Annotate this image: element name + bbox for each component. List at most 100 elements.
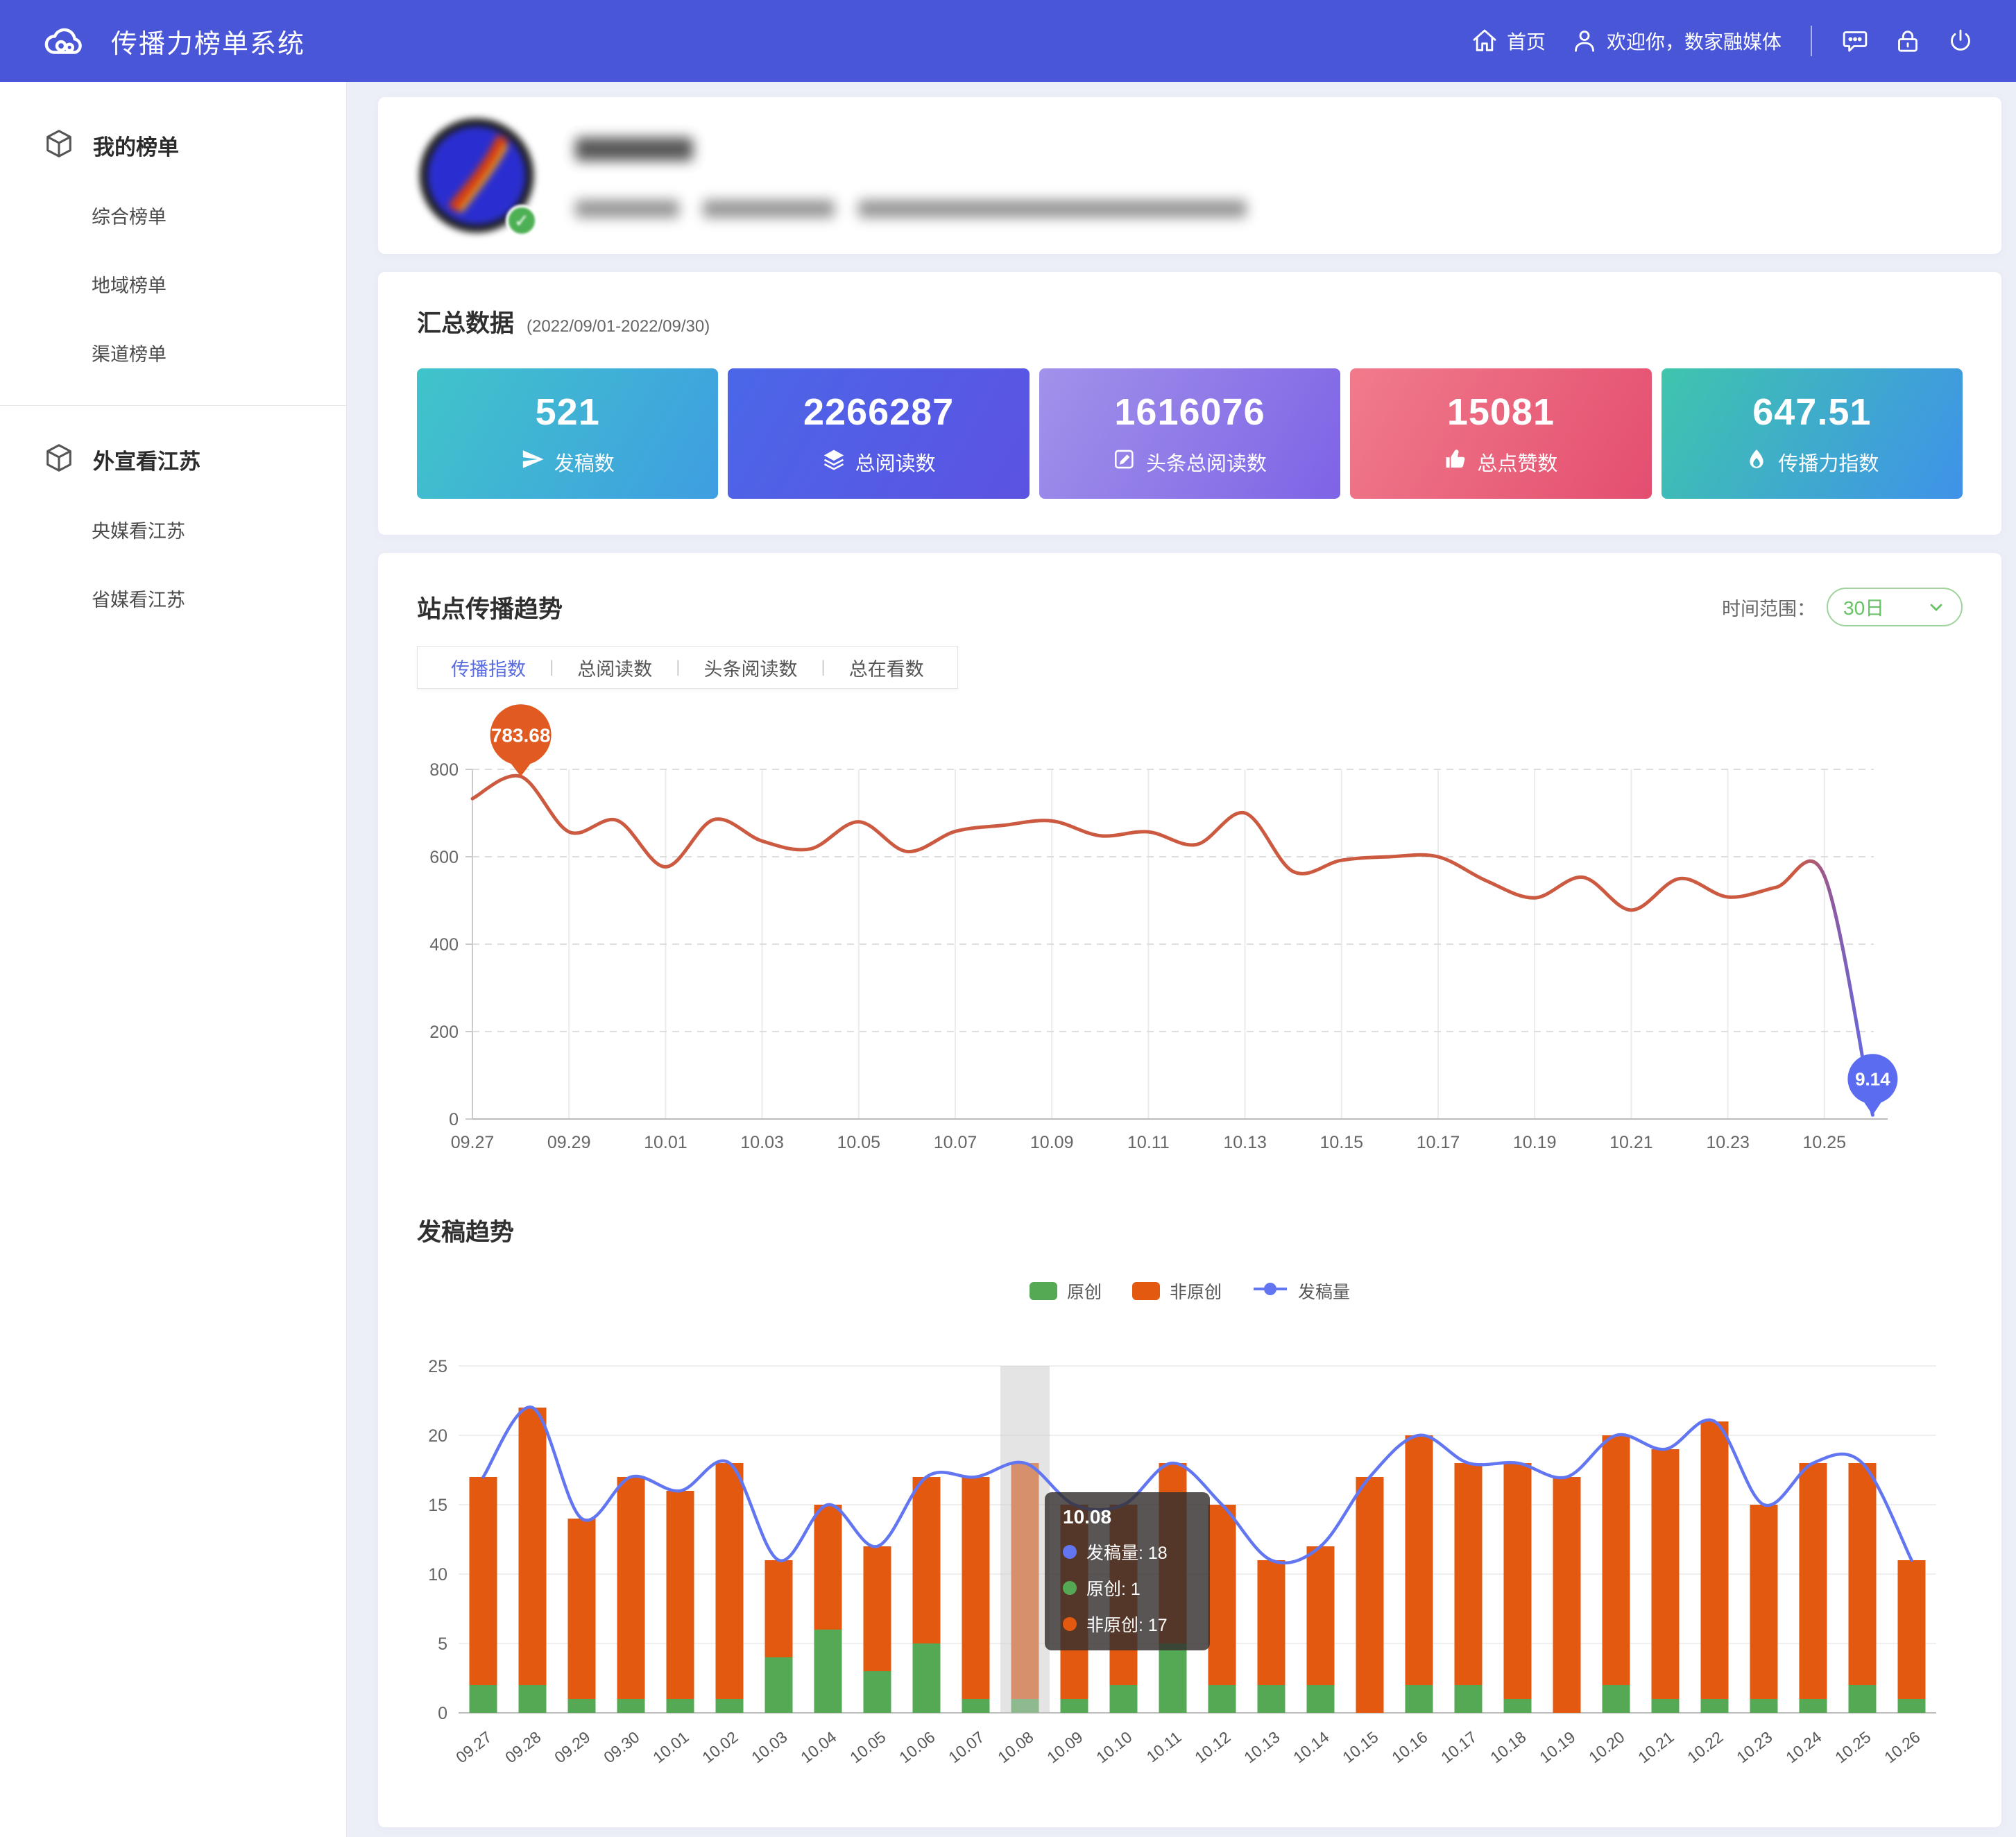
sidebar-item-渠道榜单[interactable]: 渠道榜单 [92, 344, 166, 365]
bar-original-10.21 [1651, 1699, 1680, 1713]
stat-label-text: 总阅读数 [855, 453, 936, 475]
tab-separator: | [676, 658, 681, 676]
site-name-blurred [575, 137, 693, 161]
svg-text:09.29: 09.29 [551, 1727, 593, 1766]
svg-text:10.01: 10.01 [644, 1133, 687, 1152]
bar-original-10.24 [1799, 1699, 1827, 1713]
bar-non-original-10.23 [1750, 1505, 1778, 1699]
svg-text:0: 0 [449, 1110, 459, 1129]
gridlines [472, 769, 1874, 1119]
bar-non-original-10.11 [1159, 1463, 1187, 1643]
svg-text:10.13: 10.13 [1223, 1133, 1267, 1152]
svg-text:10.11: 10.11 [1127, 1133, 1170, 1152]
svg-text:10.19: 10.19 [1513, 1133, 1557, 1152]
time-range-select[interactable]: 30日 [1827, 588, 1963, 626]
sidebar-item-省媒看江苏[interactable]: 省媒看江苏 [92, 590, 185, 610]
svg-text:0: 0 [438, 1704, 447, 1723]
legend-原创[interactable]: 原创 [1029, 1279, 1102, 1304]
layers-icon [822, 447, 846, 477]
stat-card-头条总阅读数[interactable]: 1616076 头条总阅读数 [1039, 368, 1341, 499]
svg-text:10.20: 10.20 [1585, 1727, 1628, 1766]
svg-text:09.30: 09.30 [600, 1727, 642, 1766]
lock-button[interactable] [1894, 27, 1922, 55]
stat-value: 647.51 [1752, 391, 1872, 433]
svg-text:10.19: 10.19 [1536, 1727, 1578, 1766]
logout-button[interactable] [1947, 27, 1974, 55]
non-original-bars[interactable] [469, 1408, 1926, 1713]
svg-text:783.68: 783.68 [491, 724, 551, 746]
bar-original-10.13 [1257, 1685, 1285, 1713]
chevron-down-icon [1930, 604, 1942, 611]
messages-button[interactable] [1841, 27, 1869, 55]
bar-non-original-09.30 [617, 1477, 645, 1699]
bar-non-original-10.18 [1503, 1463, 1532, 1699]
svg-text:10.07: 10.07 [945, 1727, 987, 1766]
bar-non-original-10.19 [1553, 1477, 1581, 1713]
legend-发稿量[interactable]: 发稿量 [1252, 1279, 1350, 1304]
stat-card-总阅读数[interactable]: 2266287 总阅读数 [728, 368, 1030, 499]
svg-text:09.29: 09.29 [547, 1133, 591, 1152]
sidebar-item-地域榜单[interactable]: 地域榜单 [92, 275, 166, 296]
bar-original-10.05 [863, 1671, 891, 1713]
tab-传播指数[interactable]: 传播指数 [451, 658, 526, 680]
topbar-divider [1811, 26, 1812, 56]
tab-总阅读数[interactable]: 总阅读数 [577, 658, 653, 680]
sidebar-divider [0, 405, 346, 406]
bar-non-original-09.27 [469, 1477, 497, 1685]
stat-label-text: 发稿数 [554, 453, 615, 475]
avatar-image [419, 118, 534, 233]
trend-line [470, 774, 1874, 1117]
svg-text:10.23: 10.23 [1733, 1727, 1775, 1766]
sidebar-item-央媒看江苏[interactable]: 央媒看江苏 [92, 521, 185, 542]
chat-icon [1843, 31, 1868, 52]
user-welcome[interactable]: 欢迎你，数家融媒体 [1571, 27, 1782, 55]
bar-original-10.18 [1503, 1699, 1532, 1713]
svg-text:10.07: 10.07 [934, 1133, 977, 1152]
svg-text:10.15: 10.15 [1320, 1133, 1364, 1152]
sidebar-item-综合榜单[interactable]: 综合榜单 [92, 207, 166, 228]
cloud-logo-icon [44, 28, 82, 54]
bar-original-10.17 [1454, 1685, 1483, 1713]
bar-non-original-10.01 [666, 1491, 694, 1699]
svg-text:10.03: 10.03 [748, 1727, 790, 1766]
home-nav[interactable]: 首页 [1471, 27, 1546, 55]
bar-original-10.01 [666, 1699, 694, 1713]
bar-original-10.22 [1700, 1699, 1729, 1713]
bar-original-10.20 [1602, 1685, 1630, 1713]
sidebar: 我的榜单综合榜单地域榜单渠道榜单外宣看江苏央媒看江苏省媒看江苏 [0, 82, 347, 1837]
legend-非原创[interactable]: 非原创 [1131, 1279, 1222, 1304]
stat-card-发稿数[interactable]: 521 发稿数 [417, 368, 719, 499]
tab-总在看数[interactable]: 总在看数 [848, 658, 924, 680]
tab-头条阅读数[interactable]: 头条阅读数 [703, 658, 798, 680]
stat-card-传播力指数[interactable]: 647.51 传播力指数 [1661, 368, 1963, 499]
svg-text:10.10: 10.10 [1093, 1727, 1135, 1766]
svg-text:10.18: 10.18 [1487, 1727, 1529, 1766]
cube-icon [43, 442, 75, 477]
svg-text:10.25: 10.25 [1831, 1727, 1874, 1766]
bar-non-original-10.10 [1109, 1505, 1138, 1685]
svg-text:10.08: 10.08 [994, 1727, 1036, 1766]
profile-texts [575, 133, 1963, 218]
site-description-blurred [575, 200, 1963, 218]
edit-icon [1113, 447, 1136, 477]
svg-text:20: 20 [428, 1426, 447, 1446]
sidebar-group-外宣看江苏[interactable]: 外宣看江苏 [0, 424, 346, 495]
bar-original-10.11 [1159, 1643, 1187, 1713]
sidebar-group-label: 我的榜单 [93, 135, 179, 160]
sidebar-group-我的榜单[interactable]: 我的榜单 [0, 110, 346, 181]
bar-non-original-10.07 [962, 1477, 990, 1699]
x-axis-labels: 09.27 09.28 09.29 09.30 10.01 10.02 10.03 10.04… [452, 1727, 1923, 1766]
stat-card-总点赞数[interactable]: 15081 总点赞数 [1350, 368, 1652, 499]
flame-icon [1745, 447, 1768, 477]
max-value-marker: 783.68 [490, 704, 552, 777]
bar-non-original-10.24 [1799, 1463, 1827, 1699]
publish-bar-chart[interactable]: 0 5 10 15 20 25 09.27 09.28 09.29 09.30 10.01 10.02… [417, 1310, 1963, 1800]
bar-original-10.25 [1848, 1685, 1877, 1713]
bar-non-original-10.13 [1257, 1560, 1285, 1685]
verified-badge-icon: ✓ [506, 205, 538, 237]
summary-date-range: (2022/09/01-2022/09/30) [527, 317, 710, 336]
publish-bar-chart-svg: 0 5 10 15 20 25 09.27 09.28 09.29 09.30 10.01 10.02… [428, 1357, 1936, 1766]
trend-line-chart[interactable]: 0 200 400 600 800 09.27 09.29 10.01 10.03 10.05 10… [417, 696, 1963, 1178]
main-content: ✓ 汇总数据 (2022/09/01-2022/09/30) 521 发稿数 226… [347, 82, 2016, 1837]
stat-label: 总阅读数 [822, 447, 936, 477]
